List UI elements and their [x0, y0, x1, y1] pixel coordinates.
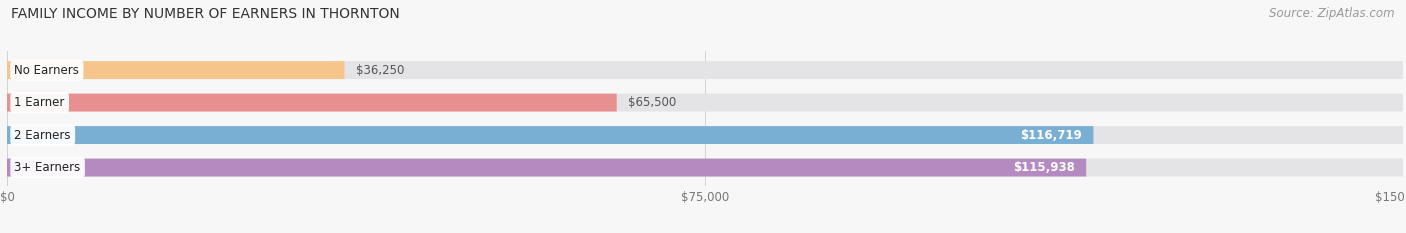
Text: FAMILY INCOME BY NUMBER OF EARNERS IN THORNTON: FAMILY INCOME BY NUMBER OF EARNERS IN TH… — [11, 7, 399, 21]
FancyBboxPatch shape — [7, 94, 1403, 112]
Text: $115,938: $115,938 — [1014, 161, 1076, 174]
Text: 3+ Earners: 3+ Earners — [14, 161, 80, 174]
FancyBboxPatch shape — [7, 94, 617, 112]
FancyBboxPatch shape — [7, 126, 1403, 144]
FancyBboxPatch shape — [7, 61, 344, 79]
FancyBboxPatch shape — [7, 61, 1403, 79]
Text: 2 Earners: 2 Earners — [14, 129, 70, 142]
FancyBboxPatch shape — [7, 159, 1087, 176]
Text: $116,719: $116,719 — [1021, 129, 1083, 142]
Text: $65,500: $65,500 — [628, 96, 676, 109]
FancyBboxPatch shape — [7, 126, 1094, 144]
FancyBboxPatch shape — [7, 159, 1403, 176]
Text: 1 Earner: 1 Earner — [14, 96, 65, 109]
Text: $36,250: $36,250 — [356, 64, 404, 77]
Text: No Earners: No Earners — [14, 64, 79, 77]
Text: Source: ZipAtlas.com: Source: ZipAtlas.com — [1270, 7, 1395, 20]
